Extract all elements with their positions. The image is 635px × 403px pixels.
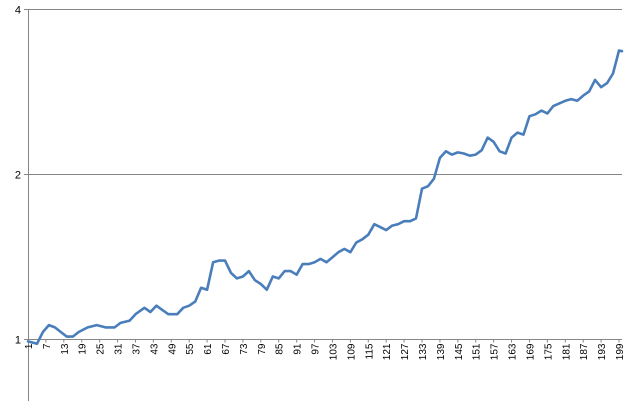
x-tick-label: 91 (293, 343, 304, 355)
x-axis-ticks: 1 7 13 19 25 31 37 43 49 55 61 67 73 79 85 91 97 103 109 11… (24, 339, 626, 360)
x-tick-label: 193 (597, 343, 608, 360)
x-tick-label: 199 (615, 343, 626, 360)
x-tick-label: 97 (311, 343, 322, 355)
y-axis-ticks: 1 2 4 (15, 5, 28, 347)
x-tick-label: 85 (275, 343, 286, 355)
x-tick-label: 121 (382, 343, 393, 360)
x-tick-label: 43 (149, 343, 160, 355)
x-tick-label: 115 (364, 343, 375, 359)
series-line (26, 49, 624, 346)
x-tick-label: 67 (221, 343, 232, 355)
x-tick-label: 139 (436, 343, 447, 360)
x-tick-label: 13 (60, 343, 71, 355)
axes (28, 9, 622, 401)
x-tick-label: 157 (490, 343, 501, 360)
x-tick-label: 181 (561, 343, 572, 360)
x-tick-label: 133 (418, 343, 429, 360)
x-tick-label: 175 (543, 343, 554, 360)
x-tick-label: 1 (24, 343, 35, 349)
x-tick-label: 163 (508, 343, 519, 360)
x-tick-label: 61 (203, 343, 214, 355)
y-tick-label: 4 (15, 5, 21, 17)
x-tick-label: 55 (185, 343, 196, 355)
x-tick-label: 145 (454, 343, 465, 360)
x-tick-label: 127 (400, 343, 411, 360)
x-tick-label: 187 (579, 343, 590, 360)
x-tick-label: 169 (525, 343, 536, 360)
x-tick-label: 109 (346, 343, 357, 360)
x-tick-label: 25 (96, 343, 107, 355)
x-tick-label: 73 (239, 343, 250, 355)
x-tick-label: 19 (78, 343, 89, 355)
x-tick-label: 103 (328, 343, 339, 360)
x-tick-label: 79 (257, 343, 268, 355)
gridlines (28, 9, 622, 175)
x-tick-label: 37 (131, 343, 142, 355)
x-tick-label: 151 (472, 343, 483, 360)
y-tick-label: 2 (15, 170, 21, 182)
y-tick-label: 1 (15, 335, 21, 347)
x-tick-label: 7 (42, 343, 53, 349)
x-tick-label: 49 (167, 343, 178, 355)
x-tick-label: 31 (114, 343, 125, 355)
